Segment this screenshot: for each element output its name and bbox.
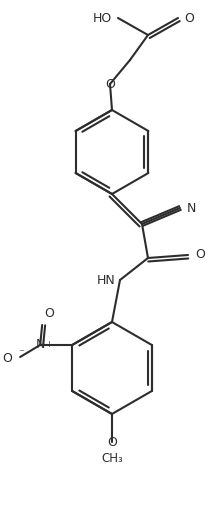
Text: O: O	[184, 12, 194, 24]
Text: O: O	[2, 353, 12, 365]
Text: CH₃: CH₃	[101, 451, 123, 465]
Text: O: O	[195, 248, 205, 262]
Text: O: O	[107, 437, 117, 449]
Text: O: O	[105, 77, 115, 91]
Text: N: N	[187, 202, 196, 214]
Text: +: +	[45, 340, 52, 349]
Text: HN: HN	[97, 273, 116, 287]
Text: ⁻: ⁻	[18, 348, 24, 358]
Text: HO: HO	[93, 12, 112, 24]
Text: O: O	[44, 307, 54, 320]
Text: N: N	[35, 338, 45, 352]
